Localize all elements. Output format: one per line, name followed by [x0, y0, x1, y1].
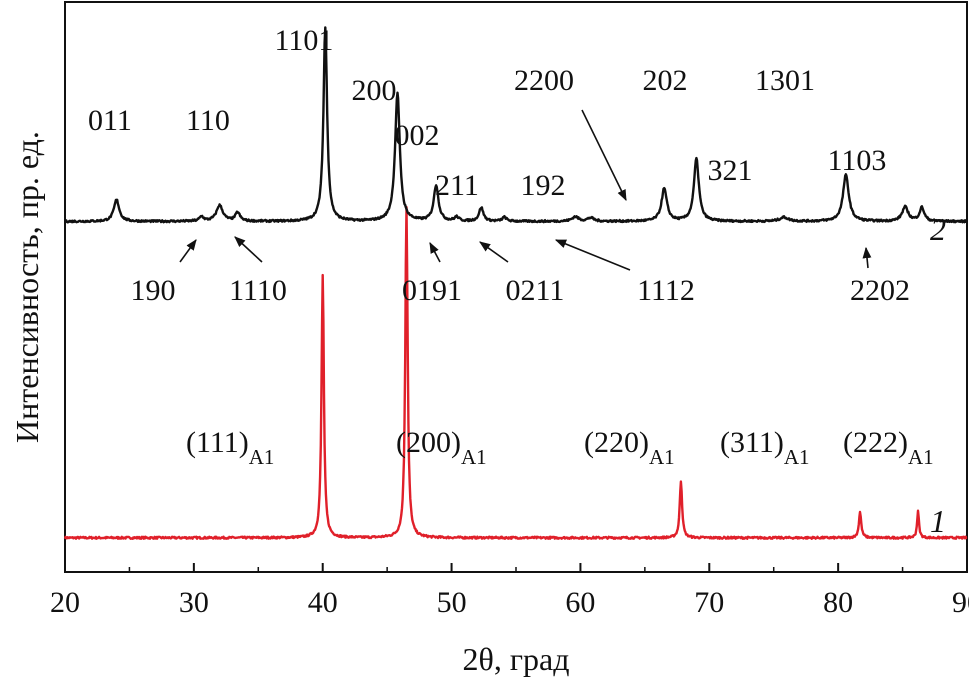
peak-arrow [479, 241, 509, 263]
peak-arrows [179, 109, 872, 271]
peak-label: 1110 [229, 274, 287, 307]
peak-labels: 011 110 1101 200 002 211 192 2200 202 321 1301 1103… [88, 24, 934, 469]
series-2-line [64, 26, 968, 224]
al-peak-label: (111)A1 [186, 426, 274, 469]
peak-arrow [581, 109, 627, 202]
peak-arrow [554, 239, 631, 271]
peak-label: 211 [435, 169, 479, 202]
x-tick-label: 40 [308, 586, 338, 619]
peak-label: 202 [643, 64, 688, 97]
y-axis-title: Интенсивность, пр. ед. [9, 131, 45, 443]
peak-label: 192 [521, 169, 566, 202]
series-curves [63, 26, 968, 540]
al-peak-subscript: A1 [461, 445, 487, 469]
peak-label: 110 [186, 104, 230, 137]
peak-label: 1301 [755, 64, 815, 97]
curve-id-2: 2 [930, 211, 946, 247]
peak-arrow [862, 246, 872, 269]
x-tick-label: 20 [50, 586, 80, 619]
curve-id-1: 1 [930, 503, 946, 539]
peak-label: 190 [131, 274, 176, 307]
al-peak-subscript: A1 [649, 445, 675, 469]
x-axis: 20 30 40 50 60 70 80 90 [50, 563, 969, 619]
al-peak-subscript: A1 [908, 445, 934, 469]
x-tick-label: 50 [437, 586, 467, 619]
peak-label: 002 [395, 119, 440, 152]
peak-label: 321 [708, 154, 753, 187]
x-tick-label: 90 [952, 586, 969, 619]
al-peak-label: (311)A1 [720, 426, 810, 469]
peak-arrow [234, 236, 263, 263]
al-peak-label: (220)A1 [584, 426, 675, 469]
x-tick-label: 30 [179, 586, 209, 619]
peak-label: 200 [352, 74, 397, 107]
x-tick-label: 60 [565, 586, 595, 619]
al-peak-subscript: A1 [249, 445, 275, 469]
series-1-line [63, 205, 968, 540]
peak-arrow [429, 242, 441, 263]
peak-label: 0211 [506, 274, 565, 307]
x-axis-title: 2θ, град [463, 641, 570, 677]
x-tick-label: 70 [694, 586, 724, 619]
peak-label: 011 [88, 104, 132, 137]
peak-label: 1112 [637, 274, 695, 307]
peak-label: 2200 [514, 64, 574, 97]
x-tick-label: 80 [823, 586, 853, 619]
peak-label: 1101 [275, 24, 334, 57]
peak-label: 2202 [850, 274, 910, 307]
peak-label: 0191 [402, 274, 462, 307]
al-peak-label: (222)A1 [843, 426, 934, 469]
peak-arrow [179, 239, 197, 263]
al-peak-subscript: A1 [784, 445, 810, 469]
peak-label: 1103 [828, 144, 887, 177]
